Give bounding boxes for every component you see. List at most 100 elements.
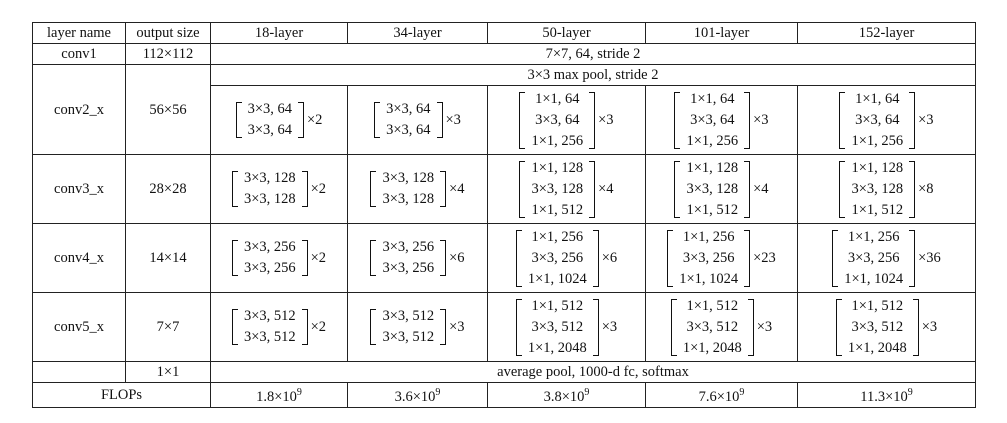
block: 1×1, 256 3×3, 256 1×1, 1024 ×6: [491, 227, 642, 290]
block-times: ×3: [598, 111, 614, 128]
block: 1×1, 64 3×3, 64 1×1, 256 ×3: [649, 89, 794, 152]
bracket-left: [231, 309, 238, 345]
pool-row: conv2_x 56×56 3×3 max pool, stride 2: [32, 64, 976, 155]
block-times: ×3: [921, 318, 938, 335]
block-line: 3×3, 256: [243, 239, 296, 255]
block-line: 1×1, 2048: [682, 339, 742, 356]
header-row: layer name output size 18-layer 34-layer 50-…: [32, 22, 976, 44]
block-times: ×3: [918, 111, 934, 128]
block-line: 1×1, 128: [531, 159, 584, 176]
row-output: 112×112: [125, 43, 211, 65]
header-cell: layer name: [32, 22, 126, 44]
bracket-right: [301, 171, 308, 207]
block: 1×1, 256 3×3, 256 1×1, 1024 ×36: [801, 227, 972, 290]
block-line: 3×3, 512: [243, 329, 296, 345]
block-times: ×4: [598, 180, 614, 197]
block-times: ×36: [918, 249, 941, 266]
bracket-right: [589, 91, 596, 149]
block-line: 3×3, 64: [386, 101, 431, 117]
block-line: 3×3, 512: [382, 329, 435, 345]
block-cell: 3×3, 256 3×3, 256 ×6: [347, 223, 488, 293]
bracket-left: [839, 91, 846, 149]
row-name: conv3_x: [32, 154, 126, 224]
bracket-left: [670, 298, 677, 356]
bracket-right: [440, 240, 447, 276]
merged-cell: average pool, 1000-d fc, softmax: [210, 361, 976, 383]
bracket-right: [909, 91, 916, 149]
block-line: 1×1, 512: [531, 201, 584, 218]
bracket-right: [589, 160, 596, 218]
bracket-left: [515, 229, 522, 287]
block-line: 1×1, 64: [855, 90, 900, 107]
block-line: 3×3, 256: [382, 239, 435, 255]
block-line: 1×1, 256: [682, 228, 735, 245]
flops-base: 7.6×10: [698, 388, 740, 405]
block-line: 3×3, 128: [686, 180, 739, 197]
bracket-left: [231, 171, 238, 207]
block-cell: 3×3, 512 3×3, 512 ×3: [347, 292, 488, 362]
block-lines: 1×1, 512 3×3, 512 1×1, 2048: [522, 296, 593, 359]
bracket-right: [592, 298, 599, 356]
block-line: 1×1, 128: [686, 159, 739, 176]
header-cell: 101-layer: [645, 22, 798, 44]
block-lines: 1×1, 256 3×3, 256 1×1, 1024: [673, 227, 744, 290]
block-cell: 1×1, 512 3×3, 512 1×1, 2048 ×3: [645, 292, 798, 362]
table-body: layer name output size 18-layer 34-layer 50-…: [32, 22, 976, 408]
block-lines: 1×1, 64 3×3, 64 1×1, 256: [845, 89, 909, 152]
row-name: conv2_x: [32, 64, 126, 155]
flops-exp: 9: [435, 387, 441, 398]
block-lines: 3×3, 256 3×3, 256: [376, 237, 440, 279]
bracket-left: [674, 160, 681, 218]
row-output: 28×28: [125, 154, 211, 224]
block-line: 3×3, 128: [243, 170, 296, 186]
block-times: ×3: [445, 111, 461, 128]
merged-cell: 3×3 max pool, stride 2: [210, 64, 976, 86]
bracket-left: [519, 160, 526, 218]
bracket-right: [744, 160, 751, 218]
flops-base: 3.6×10: [394, 388, 436, 405]
bracket-right: [744, 91, 751, 149]
bracket-left: [515, 298, 522, 356]
flops-base: 11.3×10: [860, 388, 908, 405]
row-name: FLOPs: [32, 382, 211, 408]
block-lines: 1×1, 256 3×3, 256 1×1, 1024: [838, 227, 909, 290]
block-times: ×3: [449, 318, 465, 335]
block-times: ×23: [753, 249, 776, 266]
block: 3×3, 128 3×3, 128 ×2: [214, 168, 344, 210]
header-cell: 50-layer: [487, 22, 646, 44]
block-times: ×4: [449, 180, 465, 197]
row-output: 56×56: [125, 64, 211, 155]
block: 1×1, 128 3×3, 128 1×1, 512 ×8: [801, 158, 972, 221]
block-cell: 1×1, 256 3×3, 256 1×1, 1024 ×6: [487, 223, 646, 293]
block-line: 1×1, 64: [535, 90, 580, 107]
block-times: ×6: [601, 249, 618, 266]
bracket-right: [909, 160, 916, 218]
header-cell: output size: [125, 22, 211, 44]
block-lines: 3×3, 512 3×3, 512: [238, 306, 302, 348]
bracket-left: [374, 102, 381, 138]
block-line: 3×3, 256: [531, 249, 584, 266]
block-cell: 1×1, 512 3×3, 512 1×1, 2048 ×3: [487, 292, 646, 362]
block-lines: 1×1, 128 3×3, 128 1×1, 512: [845, 158, 909, 221]
row: 1×1 average pool, 1000-d fc, softmax: [32, 361, 976, 383]
block: 3×3, 64 3×3, 64 ×2: [214, 99, 344, 141]
table: layer name output size 18-layer 34-layer 50-…: [32, 22, 976, 408]
block-cell: 1×1, 256 3×3, 256 1×1, 1024 ×36: [797, 223, 976, 293]
bracket-left: [519, 91, 526, 149]
bracket-right: [592, 229, 599, 287]
bracket-right: [440, 309, 447, 345]
block-line: 1×1, 512: [686, 297, 739, 314]
block-cell: 1×1, 256 3×3, 256 1×1, 1024 ×23: [645, 223, 798, 293]
block-times: ×3: [753, 111, 769, 128]
block-lines: 3×3, 256 3×3, 256: [238, 237, 302, 279]
row-output: 1×1: [125, 361, 211, 383]
block-line: 3×3, 64: [855, 111, 900, 128]
block: 3×3, 128 3×3, 128 ×4: [351, 168, 484, 210]
block-line: 1×1, 64: [690, 90, 735, 107]
block-cell: 3×3, 256 3×3, 256 ×2: [210, 223, 348, 293]
block-cell: 3×3, 64 3×3, 64 ×3: [347, 85, 488, 155]
block-line: 3×3, 512: [382, 308, 435, 324]
block-line: 1×1, 128: [851, 159, 904, 176]
block-cell: 1×1, 128 3×3, 128 1×1, 512 ×4: [645, 154, 798, 224]
block-lines: 3×3, 64 3×3, 64: [242, 99, 298, 141]
